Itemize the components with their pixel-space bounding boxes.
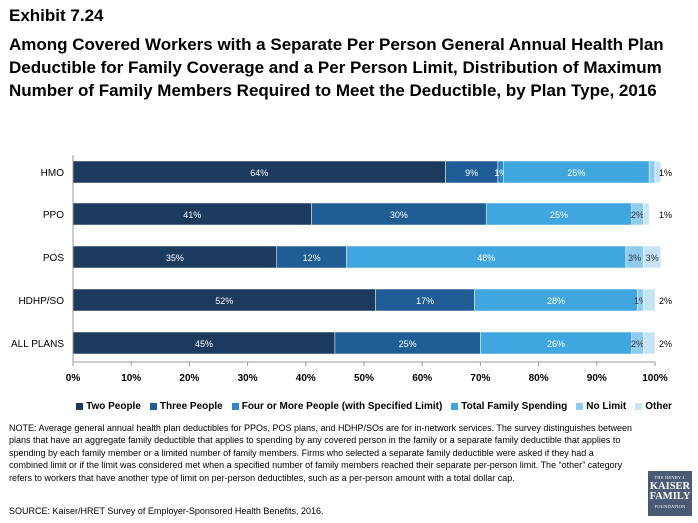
legend-item-total-family-spending: Total Family Spending [451,401,567,412]
data-label: 1% [659,210,672,220]
data-label: 3% [628,253,641,263]
x-tick-label: 20% [179,373,199,384]
category-label: ALL PLANS [11,339,64,350]
bar-segment [643,245,662,269]
footnote: NOTE: Average general annual health plan… [9,423,632,483]
data-label: 2% [631,210,644,220]
legend-item-four-or-more: Four or More People (with Specified Limi… [231,401,443,412]
data-label: 9% [465,168,478,178]
legend-label: Total Family Spending [461,401,568,412]
stacked-bar-chart: HMO 64% 9% 1% 25% 1% PPO 41% 30% 25% 2% 1% POS 35% 12%… [11,155,672,384]
data-label: 25% [567,168,585,178]
x-tick-label: 90% [587,373,607,384]
logo-line: FOUNDATION [654,504,686,509]
legend-swatch [451,403,459,410]
legend-label: Three People [159,401,223,412]
chart-title: Among Covered Workers with a Separate Pe… [9,35,664,100]
data-label: 64% [250,168,268,178]
logo-line: THE HENRY J. [654,475,686,480]
data-label: 1% [659,168,672,178]
data-label: 25% [550,210,568,220]
exhibit-number: Exhibit 7.24 [9,6,104,25]
bar-segment [643,288,656,312]
bar-segment [648,160,656,184]
category-label: PPO [43,210,64,221]
data-label: 30% [390,210,408,220]
bar-segment [643,202,650,226]
legend-swatch [576,403,584,410]
data-label: 2% [659,296,672,306]
data-label: 2% [631,339,644,349]
data-label: 45% [195,339,213,349]
legend-label: Other [645,401,672,412]
data-label: 3% [646,253,659,263]
legend-label: Four or More People (with Specified Limi… [241,401,443,412]
legend-swatch [149,403,157,410]
legend-item-two-people: Two People [76,401,141,412]
data-label: 28% [547,296,565,306]
legend-item-three-people: Three People [149,401,223,412]
x-tick-label: 80% [529,373,549,384]
bar-segment [643,331,656,355]
x-tick-label: 40% [296,373,316,384]
x-tick-label: 0% [66,373,81,384]
logo-line: KAISER [649,481,691,492]
legend-item-no-limit: No Limit [576,401,626,412]
x-tick-label: 30% [238,373,258,384]
logo-line: FAMILY [649,491,691,502]
data-label: 48% [477,253,495,263]
category-label: HDHP/SO [18,296,64,307]
legend-swatch [635,403,643,410]
data-label: 52% [215,296,233,306]
x-tick-label: 60% [412,373,432,384]
source-note: SOURCE: Kaiser/HRET Survey of Employer-S… [9,506,324,516]
legend-swatch [76,403,84,410]
x-tick-label: 10% [121,373,141,384]
legend-label: Two People [86,401,141,412]
data-label: 35% [166,253,184,263]
data-label: 2% [659,339,672,349]
category-label: HMO [41,168,65,179]
data-label: 1% [494,168,507,178]
legend-label: No Limit [586,401,627,412]
data-label: 26% [547,339,565,349]
data-label: 1% [634,296,647,306]
legend-item-other: Other [635,401,672,412]
data-label: 25% [399,339,417,349]
bar-segment [654,160,662,184]
data-label: 17% [416,296,434,306]
chart-legend: Two People Three People Four or More Peo… [64,401,684,412]
kaiser-family-foundation-logo: THE HENRY J. KAISER FAMILY FOUNDATION [648,471,692,516]
x-tick-label: 70% [470,373,490,384]
data-label: 41% [183,210,201,220]
x-tick-label: 100% [642,373,668,384]
category-label: POS [43,253,64,264]
legend-swatch [231,403,239,410]
data-label: 12% [303,253,321,263]
x-tick-label: 50% [354,373,374,384]
